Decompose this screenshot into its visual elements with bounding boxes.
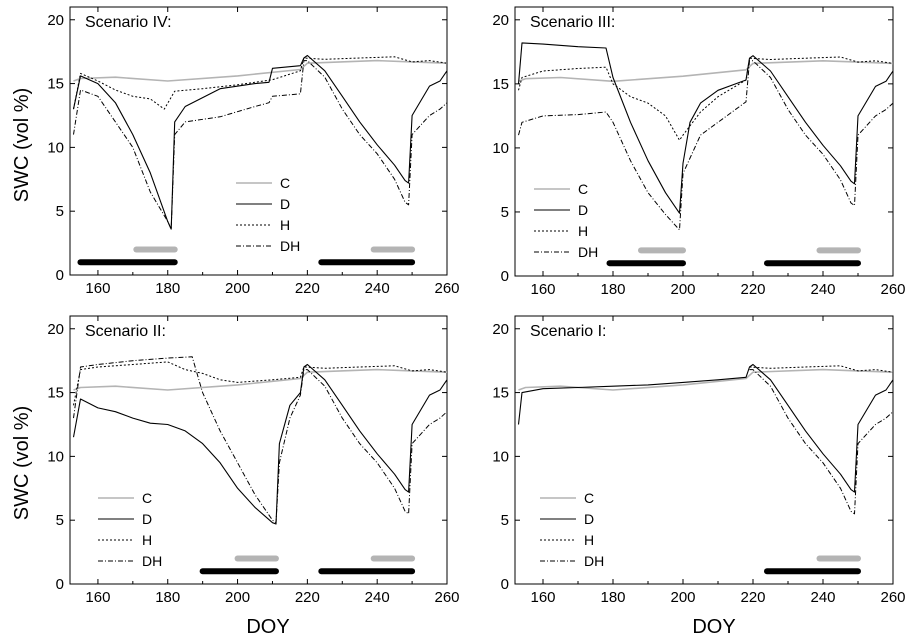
x-tick-label: 160: [530, 589, 555, 606]
panel-title: Scenario IV:: [85, 14, 172, 31]
legend-label-d: D: [584, 511, 594, 527]
legend-label-dh: DH: [280, 238, 300, 254]
legend-label-h: H: [584, 532, 594, 548]
x-tick-label: 200: [225, 589, 250, 606]
series-line-h: [518, 56, 894, 141]
x-tick-label: 240: [810, 281, 835, 298]
legend-label-h: H: [280, 217, 290, 233]
series-line-d: [517, 363, 894, 493]
y-tick-label: 20: [492, 321, 509, 338]
x-tick-label: 260: [434, 280, 459, 297]
y-tick-label: 5: [501, 512, 509, 529]
y-tick-label: 15: [492, 385, 509, 402]
y-tick-label: 5: [501, 204, 509, 221]
x-tick-label: 220: [295, 589, 320, 606]
legend-label-h: H: [578, 223, 588, 239]
y-tick-label: 20: [492, 12, 509, 29]
legend-label-d: D: [142, 511, 152, 527]
x-tick-label: 240: [365, 589, 390, 606]
x-tick-label: 200: [670, 589, 695, 606]
legend-label-c: C: [280, 175, 290, 191]
series-line-dh: [518, 60, 894, 231]
x-tick-label: 240: [810, 589, 835, 606]
y-tick-label: 10: [492, 448, 509, 465]
y-tick-label: 0: [56, 576, 64, 593]
series-line-c: [73, 59, 448, 82]
x-tick-label: 220: [740, 589, 765, 606]
y-tick-label: 10: [47, 139, 64, 156]
series-line-d: [517, 42, 894, 214]
y-tick-label: 0: [501, 576, 509, 593]
y-tick-label: 20: [47, 12, 64, 29]
y-tick-label: 15: [492, 76, 509, 93]
legend-label-dh: DH: [142, 553, 162, 569]
series-line-c: [518, 59, 894, 83]
x-tick-label: 220: [295, 280, 320, 297]
plot-frame: [69, 6, 448, 276]
series-line-h: [73, 361, 448, 406]
y-tick-label: 10: [47, 448, 64, 465]
series-line-h: [73, 56, 448, 110]
legend-label-c: C: [578, 181, 588, 197]
y-tick-label: 15: [47, 76, 64, 93]
x-tick-label: 160: [85, 280, 110, 297]
x-axis-label-left: DOY: [246, 616, 289, 638]
panel-title: Scenario II:: [85, 323, 166, 340]
legend-label-c: C: [142, 490, 152, 506]
x-tick-label: 180: [600, 589, 625, 606]
legend-label-c: C: [584, 490, 594, 506]
legend-label-h: H: [142, 532, 152, 548]
series-line-d: [72, 54, 448, 230]
y-axis-label-bottom: SWC (vol %): [11, 406, 33, 520]
series-line-d: [72, 363, 448, 525]
x-tick-label: 220: [740, 281, 765, 298]
y-tick-label: 0: [56, 267, 64, 284]
x-tick-label: 240: [365, 280, 390, 297]
plot-frame: [69, 315, 448, 585]
y-axis-label-top: SWC (vol %): [11, 88, 33, 202]
y-tick-label: 0: [501, 268, 509, 285]
y-tick-label: 5: [56, 203, 64, 220]
legend-label-d: D: [578, 202, 588, 218]
x-tick-label: 200: [670, 281, 695, 298]
chart-panel-scenario-iii: 160 180 200 220 240 260 0 5 10 15 20 Scenario III: C…: [492, 6, 906, 298]
series-line-c: [518, 368, 894, 391]
y-tick-label: 20: [47, 321, 64, 338]
x-tick-label: 260: [880, 589, 905, 606]
x-tick-label: 200: [225, 280, 250, 297]
x-tick-label: 180: [155, 589, 180, 606]
series-line-dh: [73, 356, 448, 524]
x-tick-label: 260: [434, 589, 459, 606]
panel-title: Scenario I:: [530, 323, 606, 340]
x-tick-label: 160: [530, 281, 555, 298]
x-axis-label-right: DOY: [692, 616, 735, 638]
series-line-dh: [73, 60, 448, 230]
legend-label-dh: DH: [584, 553, 604, 569]
series-line-dh: [749, 369, 894, 515]
x-tick-label: 180: [155, 280, 180, 297]
legend-label-d: D: [280, 196, 290, 212]
x-tick-label: 160: [85, 589, 110, 606]
y-tick-label: 15: [47, 385, 64, 402]
legend-label-dh: DH: [578, 244, 598, 260]
x-tick-label: 180: [600, 281, 625, 298]
panel-title: Scenario III:: [530, 14, 615, 31]
plot-frame: [514, 6, 894, 277]
series-line-h: [749, 365, 894, 373]
series-line-c: [73, 368, 448, 391]
y-tick-label: 10: [492, 140, 509, 157]
plot-frame: [514, 315, 894, 585]
x-tick-label: 260: [880, 281, 905, 298]
y-tick-label: 5: [56, 512, 64, 529]
